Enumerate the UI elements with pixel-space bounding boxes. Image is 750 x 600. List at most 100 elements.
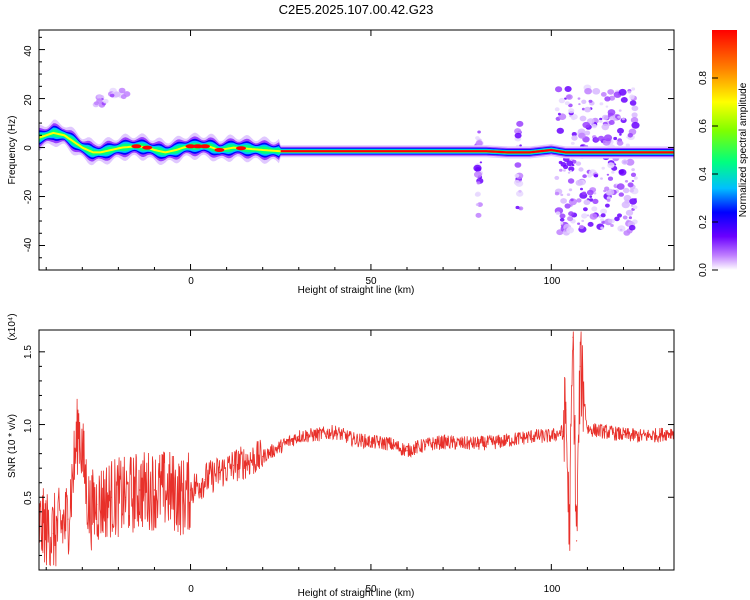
colorbar-ticks xyxy=(712,77,718,271)
snr-data-point xyxy=(88,511,91,513)
snr-data-point xyxy=(352,438,354,440)
spectral-blob xyxy=(569,170,572,173)
spectral-blob xyxy=(516,120,524,127)
spectral-blob xyxy=(613,136,618,141)
spectral-blob xyxy=(604,96,611,102)
spectral-blob xyxy=(589,213,598,220)
spectral-blob xyxy=(474,171,482,178)
spectral-blob xyxy=(475,191,481,197)
spectral-blob xyxy=(568,166,575,172)
snr-data-point xyxy=(218,471,220,474)
spectral-blob xyxy=(476,181,481,185)
spectral-blob xyxy=(583,199,591,206)
spectral-blob xyxy=(582,174,587,179)
spectral-blob xyxy=(617,93,621,96)
spectral-blob xyxy=(554,107,560,112)
snr-data-point xyxy=(478,442,480,445)
spectral-blob xyxy=(514,162,522,168)
spectral-blob xyxy=(618,109,622,112)
snr-data-point xyxy=(424,444,426,446)
spectral-blob xyxy=(588,99,593,103)
colorbar-label: Normalized spectral amplitude xyxy=(738,82,749,217)
spectral-blob xyxy=(617,225,626,232)
snr-ticks xyxy=(39,330,674,570)
spectral-blob xyxy=(604,186,610,191)
snr-data-point xyxy=(579,365,581,367)
spectral-blob xyxy=(628,224,636,231)
spectral-blob xyxy=(607,176,614,181)
snr-data-point xyxy=(565,409,567,411)
spectral-blob xyxy=(578,103,581,106)
spectral-blob xyxy=(606,198,611,202)
top-ytick-0: 0 xyxy=(23,145,34,151)
top-xtick-100: 100 xyxy=(544,276,561,287)
spectral-blob xyxy=(629,100,637,106)
spectral-blob xyxy=(601,123,610,131)
spectral-blob xyxy=(558,97,566,104)
spectral-blob xyxy=(629,188,634,193)
spectral-blob xyxy=(626,158,635,166)
spectral-blob xyxy=(592,198,599,204)
snr-data-point xyxy=(406,450,408,452)
spectral-blob xyxy=(631,112,638,118)
spectral-blob xyxy=(555,211,561,215)
snr-data-point xyxy=(316,434,318,436)
spectral-blob xyxy=(623,194,632,202)
snr-data-point xyxy=(576,540,578,542)
spectral-blob xyxy=(602,114,609,121)
spectral-blob xyxy=(603,134,613,142)
spectral-blob xyxy=(599,119,603,123)
spectral-blob xyxy=(622,215,628,220)
spectral-blob xyxy=(479,161,483,164)
spectral-blob xyxy=(581,219,585,223)
snr-data-point xyxy=(139,489,141,491)
spectral-blob xyxy=(477,130,481,134)
bottom-ytick-1-0: 1.0 xyxy=(23,419,34,433)
colorbar-tick-0: 0.0 xyxy=(698,263,709,277)
spectral-blob xyxy=(599,117,603,121)
spectral-blob xyxy=(571,135,578,141)
spectral-blob xyxy=(600,92,607,97)
snr-data-point xyxy=(532,435,534,437)
spectral-blob xyxy=(565,94,573,100)
ridge-hotspot xyxy=(192,144,203,149)
snr-data-point xyxy=(189,489,192,491)
ridge-hotspot xyxy=(131,144,142,149)
spectrogram-frame xyxy=(38,29,675,271)
snr-data-point xyxy=(388,442,390,445)
spectral-blob xyxy=(519,144,522,147)
spectral-blob xyxy=(625,209,634,216)
ridge-hotspot xyxy=(185,144,196,149)
snr-data-point xyxy=(586,428,589,430)
snr-data-point xyxy=(52,533,55,535)
spectral-blob xyxy=(113,91,121,98)
colorbar-tick-0-6: 0.6 xyxy=(698,119,709,133)
spectral-blob xyxy=(593,137,599,142)
spectral-blob xyxy=(103,98,109,104)
snr-data-point xyxy=(96,503,98,506)
spectral-blob xyxy=(513,179,521,186)
snr-plot-area xyxy=(39,331,674,567)
spectral-blob xyxy=(575,179,583,186)
snr-data-point xyxy=(168,489,170,491)
spectral-blob xyxy=(616,140,624,146)
spectral-blob xyxy=(586,189,594,196)
spectral-blob xyxy=(600,177,603,180)
ridge-hotspot xyxy=(200,144,210,149)
spectral-blob xyxy=(475,203,479,206)
spectral-blob xyxy=(584,106,591,113)
spectral-blob xyxy=(630,172,637,177)
spectral-blob xyxy=(118,87,126,94)
spectral-blob xyxy=(564,203,571,209)
spectral-blob xyxy=(555,86,563,93)
bottom-ytick-1-5: 1.5 xyxy=(23,345,34,359)
top-ytick-minus20: -20 xyxy=(23,189,34,204)
spectral-blob xyxy=(623,187,630,194)
spectral-blob xyxy=(556,127,564,134)
colorbar-tick-0-4: 0.4 xyxy=(698,167,709,181)
spectral-blob xyxy=(570,198,574,202)
spectral-blob xyxy=(618,169,624,175)
spectral-blob xyxy=(605,203,610,208)
spectral-blob xyxy=(610,224,614,227)
snr-data-point xyxy=(67,518,69,520)
